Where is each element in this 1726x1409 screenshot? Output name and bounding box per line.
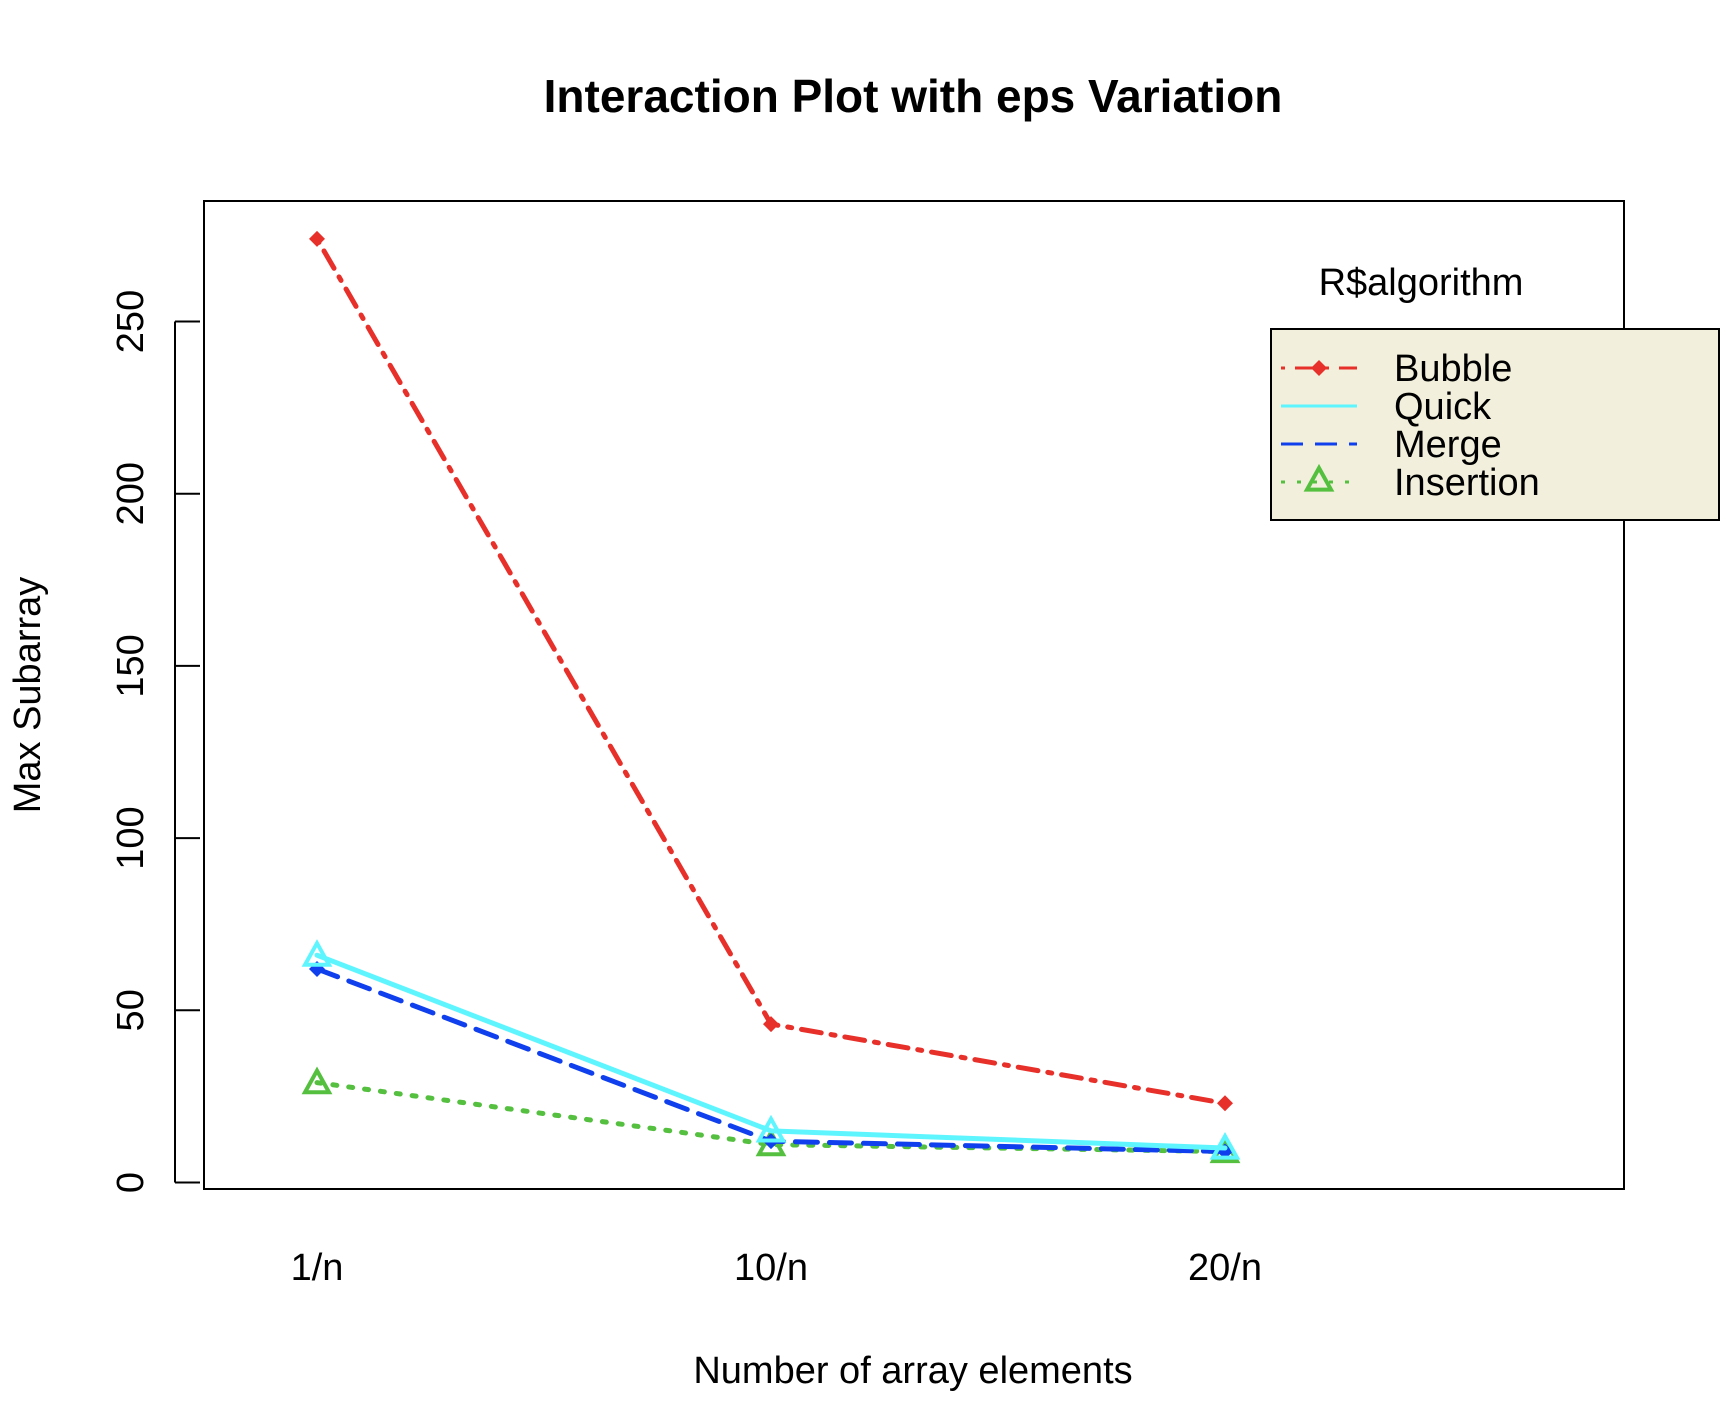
legend-item-merge: Merge [1281, 424, 1502, 466]
marker-triangle [1209, 1131, 1241, 1160]
marker-triangle [755, 1114, 787, 1143]
marker-triangle [301, 939, 333, 967]
legend-item-quick: Quick [1281, 386, 1492, 428]
x-axis-ticks: 1/n 10/n 20/n [291, 1247, 1262, 1289]
legend-item-insertion: Insertion [1281, 462, 1540, 504]
legend-title: R$algorithm [1319, 262, 1524, 304]
marker-triangle [301, 1066, 333, 1095]
y-tick-label: 50 [110, 989, 152, 1031]
series-layer [301, 230, 1241, 1164]
series-line [314, 966, 1228, 1155]
marker-triangle [1303, 463, 1335, 492]
series-line [314, 952, 1228, 1151]
y-tick-label: 150 [110, 634, 152, 697]
legend-box [1270, 328, 1720, 521]
y-axis: 0 50 100 150 200 250 [110, 290, 200, 1193]
marker-diamond [763, 1016, 779, 1033]
legend-label: Insertion [1394, 462, 1540, 504]
x-tick-label: 1/n [291, 1247, 344, 1289]
series-quick [301, 939, 1241, 1160]
marker-diamond [1311, 360, 1327, 376]
y-tick-label: 0 [110, 1172, 152, 1193]
y-tick-label: 200 [110, 462, 152, 525]
x-axis-label: Number of array elements [693, 1350, 1132, 1392]
x-tick-label: 20/n [1188, 1247, 1262, 1289]
y-axis-label: Max Subarray [7, 577, 49, 814]
series-line [314, 236, 1228, 1106]
legend-label: Merge [1394, 424, 1502, 466]
chart-title: Interaction Plot with eps Variation [544, 70, 1283, 122]
legend-item-bubble: Bubble [1281, 348, 1512, 390]
x-tick-label: 10/n [734, 1247, 808, 1289]
marker-diamond [309, 230, 325, 247]
legend-label: Bubble [1394, 348, 1512, 390]
plot-frame [203, 200, 1625, 1190]
y-tick-label: 250 [110, 290, 152, 353]
series-bubble [309, 230, 1233, 1112]
legend-label: Quick [1394, 386, 1492, 428]
marker-diamond [1217, 1095, 1233, 1112]
y-tick-label: 100 [110, 806, 152, 869]
